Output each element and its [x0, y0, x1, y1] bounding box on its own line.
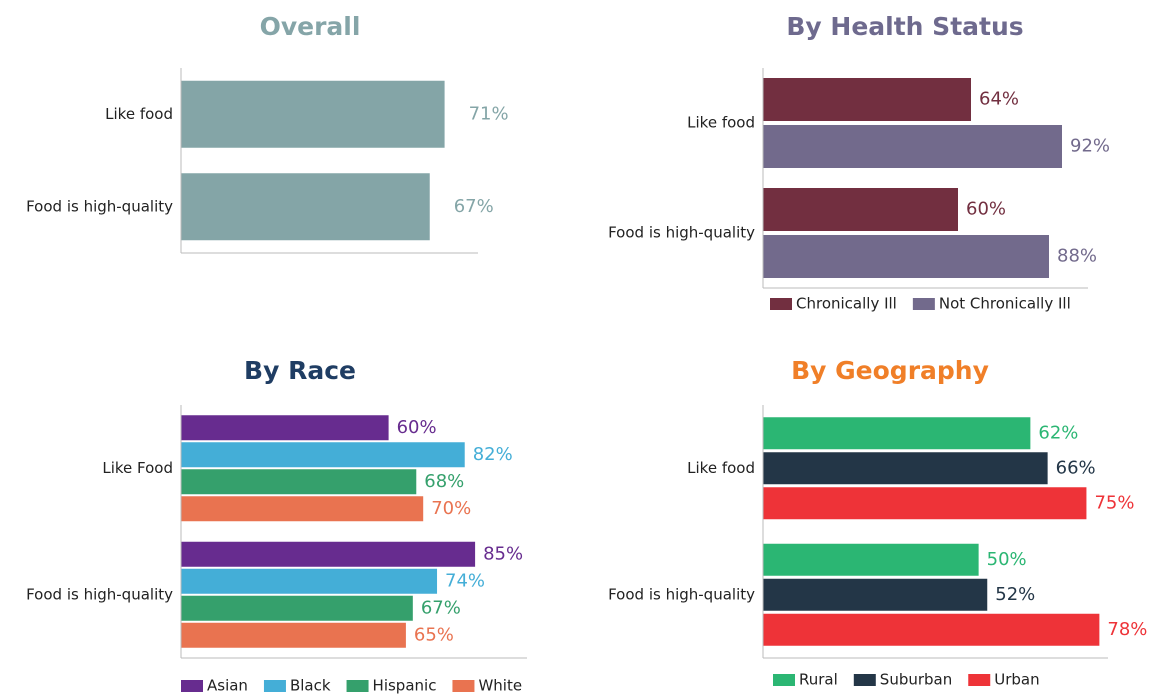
category-label: Food is high-quality — [26, 197, 173, 215]
value-label: 75% — [1094, 492, 1134, 513]
bar — [763, 417, 1031, 450]
legend-label: Hispanic — [373, 677, 437, 694]
legend-label: Black — [290, 677, 331, 694]
category-label: Like food — [687, 114, 755, 132]
legend-swatch — [773, 674, 795, 686]
category-label: Like Food — [102, 459, 173, 477]
legend-swatch — [181, 680, 203, 692]
value-label: 64% — [979, 89, 1019, 110]
bar — [181, 622, 406, 648]
value-label: 88% — [1057, 246, 1097, 267]
bar — [181, 541, 476, 567]
bar — [763, 543, 979, 576]
bar — [181, 469, 417, 495]
legend-label: Rural — [799, 671, 838, 689]
bar — [181, 173, 430, 241]
bar — [181, 496, 424, 522]
legend-swatch — [452, 680, 475, 692]
value-label: 71% — [469, 103, 509, 124]
value-label: 78% — [1107, 619, 1147, 640]
category-label: Food is high-quality — [608, 585, 755, 603]
value-label: 70% — [431, 498, 471, 519]
legend-swatch — [968, 674, 991, 686]
value-label: 62% — [1038, 422, 1078, 443]
value-label: 60% — [397, 417, 437, 438]
value-label: 68% — [424, 471, 464, 492]
value-label: 92% — [1070, 136, 1110, 157]
legend-label: Chronically Ill — [796, 295, 897, 313]
legend-label: White — [478, 677, 522, 694]
value-label: 52% — [995, 584, 1035, 605]
value-label: 74% — [445, 570, 485, 591]
bar — [763, 578, 988, 611]
value-label: 66% — [1056, 457, 1096, 478]
chart-title: Overall — [260, 12, 361, 41]
bar — [763, 235, 1049, 278]
category-label: Food is high-quality — [608, 224, 755, 242]
bar — [181, 442, 465, 468]
bar — [181, 568, 438, 594]
legend-swatch — [853, 674, 876, 686]
value-label: 85% — [483, 543, 523, 564]
category-label: Like food — [105, 105, 173, 123]
legend-label: Asian — [207, 677, 248, 694]
legend-swatch — [912, 298, 935, 310]
legend-label: Urban — [994, 671, 1039, 689]
value-label: 67% — [421, 597, 461, 618]
legend-swatch — [263, 680, 286, 692]
value-label: 60% — [966, 199, 1006, 220]
legend-swatch — [770, 298, 792, 310]
value-label: 50% — [987, 549, 1027, 570]
legend-swatch — [346, 680, 369, 692]
bar — [763, 487, 1087, 520]
value-label: 67% — [454, 196, 494, 217]
bar — [763, 125, 1062, 168]
legend-label: Not Chronically Ill — [939, 295, 1071, 313]
bar — [763, 78, 971, 121]
chart-title: By Geography — [791, 356, 989, 385]
bar — [763, 613, 1100, 646]
chart-title: By Health Status — [786, 12, 1023, 41]
bar — [763, 452, 1048, 485]
legend-label: Suburban — [880, 671, 952, 689]
bar — [181, 415, 389, 441]
bar — [181, 595, 413, 621]
bar — [181, 80, 445, 148]
chart-title: By Race — [244, 356, 356, 385]
value-label: 65% — [414, 624, 454, 645]
category-label: Like food — [687, 459, 755, 477]
value-label: 82% — [473, 444, 513, 465]
bar — [763, 188, 958, 231]
category-label: Food is high-quality — [26, 585, 173, 603]
